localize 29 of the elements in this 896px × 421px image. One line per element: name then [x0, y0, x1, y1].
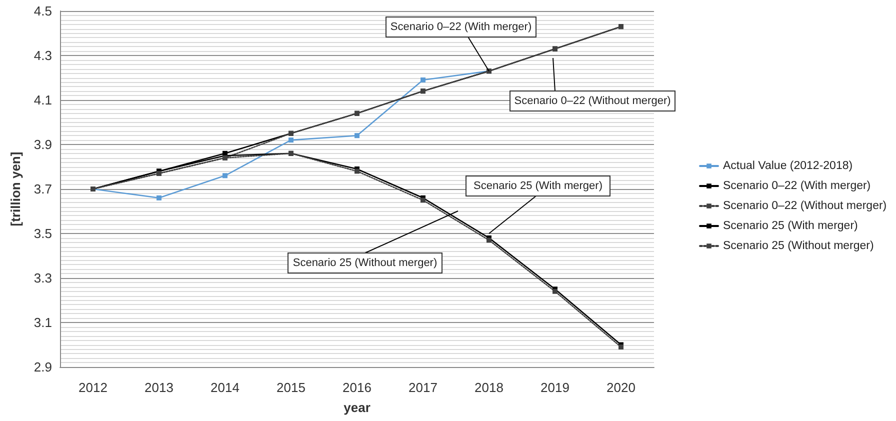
x-tick-label: 2012 — [78, 380, 108, 395]
x-axis-title: year — [344, 400, 370, 415]
x-tick-label: 2015 — [276, 380, 306, 395]
x-tick-label: 2017 — [408, 380, 438, 395]
annotation: Scenario 25 (With merger) — [474, 180, 602, 192]
y-tick-label: 3.9 — [34, 137, 52, 152]
y-tick-label: 4.5 — [34, 4, 52, 18]
x-tick-label: 2013 — [144, 380, 174, 395]
y-tick-label: 4.3 — [34, 48, 52, 63]
annotation: Scenario 0–22 (Without merger) — [514, 95, 671, 107]
x-tick-label: 2020 — [606, 380, 636, 395]
y-tick-label: 3.3 — [34, 270, 52, 286]
x-tick-label: 2019 — [540, 380, 570, 395]
legend-label: Scenario 0–22 (With merger) — [723, 180, 871, 192]
x-tick-label: 2016 — [342, 380, 372, 395]
legend-label: Scenario 25 (Without merger) — [723, 240, 874, 252]
y-tick-label: 4.1 — [34, 92, 52, 108]
y-axis-title: [trillion yen] — [8, 152, 23, 226]
legend-label: Actual Value (2012-2018) — [723, 160, 853, 172]
x-tick-label: 2018 — [474, 380, 504, 395]
legend-label: Scenario 25 (With merger) — [723, 220, 858, 232]
legend-label: Scenario 0–22 (Without merger) — [723, 200, 887, 212]
y-tick-label: 2.9 — [34, 360, 52, 374]
annotation: Scenario 0–22 (With merger) — [390, 21, 532, 33]
y-tick-label: 3.1 — [34, 315, 52, 330]
y-tick-label: 3.7 — [34, 182, 52, 196]
y-tick-label: 3.5 — [34, 226, 52, 241]
annotation: Scenario 25 (Without merger) — [292, 257, 438, 269]
x-tick-label: 2014 — [210, 380, 240, 395]
